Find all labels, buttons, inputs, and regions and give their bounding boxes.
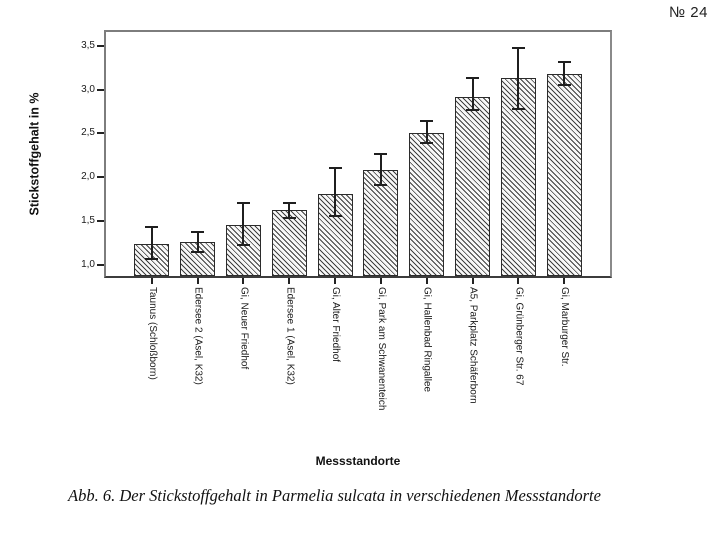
x-axis-tick (563, 278, 566, 284)
error-bar-stem (471, 78, 474, 110)
error-bar-cap-top (191, 231, 205, 234)
error-bar-cap-top (328, 167, 342, 170)
error-bar-cap-bottom (236, 244, 250, 247)
x-axis-tick (196, 278, 199, 284)
error-bar-cap-top (282, 201, 296, 204)
plot-area (104, 30, 612, 278)
x-axis-tick (150, 278, 153, 284)
error-bar-cap-bottom (328, 214, 342, 217)
error-bar-cap-bottom (511, 107, 525, 110)
error-bar-cap-top (420, 120, 434, 123)
bar (455, 96, 491, 276)
y-axis-tick (97, 132, 104, 135)
error-bar-cap-top (511, 46, 525, 49)
error-bar-cap-bottom (466, 108, 480, 111)
error-bar-stem (196, 232, 199, 253)
error-bar-cap-bottom (282, 217, 296, 220)
x-axis-title: Messstandorte (315, 454, 401, 468)
x-axis-tick (242, 278, 245, 284)
x-axis-category-label: Gi, Marburger Str. (559, 287, 571, 367)
x-axis-tick (334, 278, 337, 284)
y-axis-tick (97, 176, 104, 179)
x-axis-category-label: Edersee 2 (Asel, K32) (192, 287, 204, 385)
x-axis-category-label: Edersee 1 (Asel, K32) (284, 287, 296, 385)
bar (363, 170, 399, 276)
bar (500, 78, 536, 276)
figure-caption: Abb. 6. Der Stickstoffgehalt in Parmelia… (68, 486, 601, 505)
x-axis-tick (517, 278, 520, 284)
x-axis-category-label: A5, Parkplatz Schäferborn (467, 287, 479, 404)
error-bar-cap-top (236, 202, 250, 205)
error-bar-stem (425, 121, 428, 144)
error-bar-stem (379, 154, 382, 186)
bar (409, 132, 445, 276)
y-axis-tick-label: 2,0 (81, 171, 95, 183)
y-axis-tick (97, 88, 104, 91)
x-axis-tick (379, 278, 382, 284)
x-axis-tick (288, 278, 291, 284)
error-bar-cap-bottom (420, 142, 434, 145)
y-axis-tick (97, 44, 104, 47)
bar-chart: Stickstoffgehalt in % Messstandorte 1,0 1… (24, 30, 612, 468)
y-axis-title: Stickstoffgehalt in % (24, 30, 44, 278)
x-axis-category-label: Gi, Neuer Friedhof (238, 287, 250, 370)
error-bar-stem (242, 203, 245, 246)
slide-number: № 24 (669, 4, 708, 21)
error-bar-cap-bottom (145, 258, 159, 261)
y-axis-tick-label: 1,0 (81, 258, 95, 270)
bar (271, 210, 307, 276)
y-axis-tick (97, 219, 104, 222)
error-bar-stem (517, 47, 520, 109)
x-axis-category-label: Gi, Alter Friedhof (330, 287, 342, 363)
error-bar-cap-bottom (374, 184, 388, 187)
error-bar-cap-bottom (557, 84, 571, 87)
y-axis-title-text: Stickstoffgehalt in % (27, 92, 41, 216)
error-bar-cap-top (557, 60, 571, 63)
x-axis-category-label: Gi, Hallenbad Ringallee (421, 287, 433, 393)
error-bar-stem (563, 61, 566, 86)
error-bar-stem (334, 168, 337, 216)
y-axis-tick-label: 3,5 (81, 39, 95, 51)
y-axis-tick-label: 2,5 (81, 127, 95, 139)
x-axis-category-label: Gi, Grünberger Str. 67 (513, 287, 525, 386)
x-axis-tick (471, 278, 474, 284)
y-axis-tick (97, 263, 104, 266)
bar (546, 73, 582, 276)
error-bar-stem (288, 202, 291, 219)
y-axis-tick-label: 1,5 (81, 214, 95, 226)
x-axis-tick (425, 278, 428, 284)
error-bar-cap-top (145, 226, 159, 229)
error-bar-cap-top (466, 77, 480, 80)
error-bar-stem (150, 227, 153, 260)
x-axis-category-label: Taunus (Schloßborn) (146, 287, 158, 380)
error-bar-cap-top (374, 153, 388, 156)
x-axis-category-label: Gi, Park am Schwanenteich (375, 287, 387, 411)
y-axis-tick-label: 3,0 (81, 83, 95, 95)
error-bar-cap-bottom (191, 251, 205, 254)
